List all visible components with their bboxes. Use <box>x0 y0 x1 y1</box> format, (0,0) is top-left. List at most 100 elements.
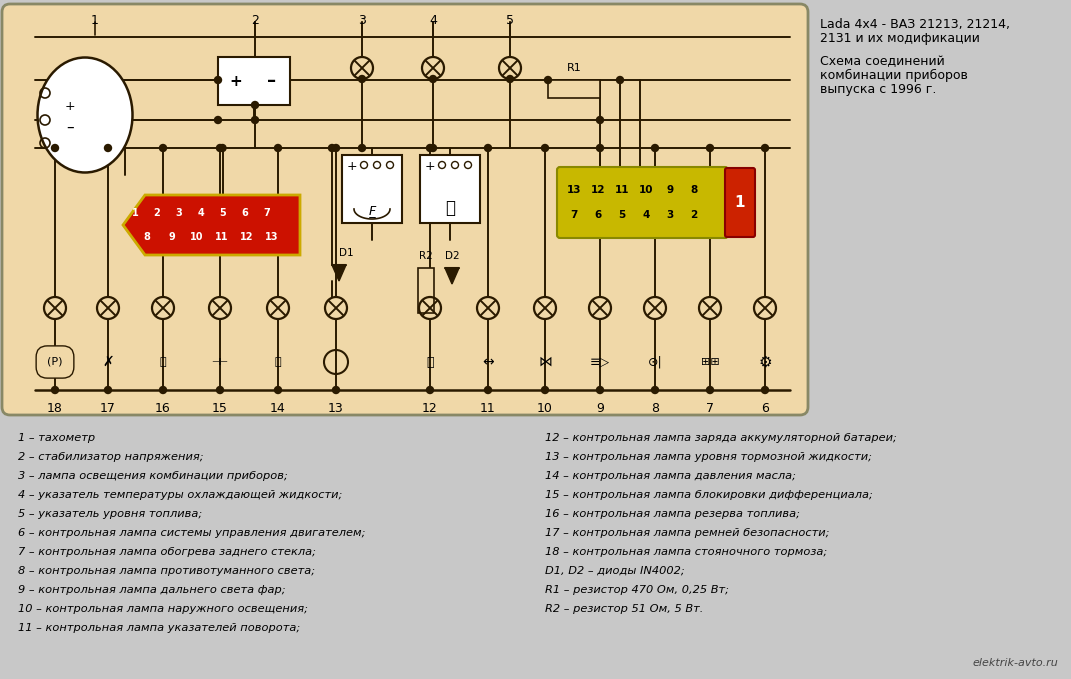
Text: 12: 12 <box>591 185 605 195</box>
Text: +: + <box>229 73 242 88</box>
Text: 17: 17 <box>100 402 116 415</box>
Text: 8: 8 <box>691 185 697 195</box>
Text: 7: 7 <box>706 402 714 415</box>
Circle shape <box>160 145 166 151</box>
Bar <box>418 268 434 313</box>
Circle shape <box>214 117 222 124</box>
Circle shape <box>707 386 713 394</box>
Text: 13 – контрольная лампа уровня тормозной жидкости;: 13 – контрольная лампа уровня тормозной … <box>545 452 872 462</box>
Circle shape <box>329 145 335 151</box>
Text: 10 – контрольная лампа наружного освещения;: 10 – контрольная лампа наружного освещен… <box>18 604 308 614</box>
Text: 14: 14 <box>270 402 286 415</box>
Text: 6 – контрольная лампа системы управления двигателем;: 6 – контрольная лампа системы управления… <box>18 528 365 538</box>
Text: R2 – резистор 51 Ом, 5 Вт.: R2 – резистор 51 Ом, 5 Вт. <box>545 604 704 614</box>
Text: 1 – тахометр: 1 – тахометр <box>18 433 95 443</box>
Circle shape <box>426 386 434 394</box>
Text: R2: R2 <box>419 251 433 261</box>
Circle shape <box>542 386 548 394</box>
Text: D1: D1 <box>338 248 353 258</box>
Text: 7: 7 <box>263 208 270 218</box>
Text: 2: 2 <box>153 208 161 218</box>
Text: 1: 1 <box>132 208 138 218</box>
Text: 16: 16 <box>155 402 171 415</box>
Text: 14 – контрольная лампа давления масла;: 14 – контрольная лампа давления масла; <box>545 471 796 481</box>
Text: +: + <box>64 100 75 113</box>
Text: 10: 10 <box>537 402 553 415</box>
Circle shape <box>507 75 513 83</box>
Text: 3: 3 <box>666 210 674 220</box>
Text: 4: 4 <box>643 210 650 220</box>
Text: ⊣⊢: ⊣⊢ <box>211 357 228 367</box>
Circle shape <box>651 386 659 394</box>
Text: –: – <box>268 72 276 90</box>
Circle shape <box>51 145 59 151</box>
Text: 6: 6 <box>594 210 602 220</box>
Text: 15: 15 <box>212 402 228 415</box>
Text: 🔋: 🔋 <box>426 356 434 369</box>
Text: 9: 9 <box>597 402 604 415</box>
Text: +: + <box>347 160 358 174</box>
Text: 4 – указатель температуры охлаждающей жидкости;: 4 – указатель температуры охлаждающей жи… <box>18 490 343 500</box>
Text: 17 – контрольная лампа ремней безопасности;: 17 – контрольная лампа ремней безопаснос… <box>545 528 830 538</box>
Text: 8 – контрольная лампа противотуманного света;: 8 – контрольная лампа противотуманного с… <box>18 566 315 576</box>
Circle shape <box>617 77 623 84</box>
Text: 2: 2 <box>251 14 259 27</box>
Polygon shape <box>444 268 459 284</box>
Text: 5: 5 <box>220 208 226 218</box>
Text: 7: 7 <box>571 210 577 220</box>
Circle shape <box>544 77 552 84</box>
Text: Схема соединений: Схема соединений <box>820 55 945 68</box>
FancyBboxPatch shape <box>725 168 755 237</box>
Polygon shape <box>123 195 300 255</box>
Circle shape <box>426 145 434 151</box>
Circle shape <box>707 145 713 151</box>
Text: R1: R1 <box>567 63 582 73</box>
Circle shape <box>274 386 282 394</box>
Text: комбинации приборов: комбинации приборов <box>820 69 968 82</box>
Text: 5 – указатель уровня топлива;: 5 – указатель уровня топлива; <box>18 509 202 519</box>
FancyBboxPatch shape <box>2 4 808 415</box>
Text: 9: 9 <box>666 185 674 195</box>
Text: 3: 3 <box>176 208 182 218</box>
Circle shape <box>332 145 340 151</box>
Text: 13: 13 <box>266 232 278 242</box>
Circle shape <box>597 117 603 124</box>
Circle shape <box>359 145 365 151</box>
Circle shape <box>597 145 603 151</box>
Text: +: + <box>425 160 435 174</box>
Bar <box>420 155 480 223</box>
Circle shape <box>51 386 59 394</box>
Text: 4: 4 <box>429 14 437 27</box>
Text: 12 – контрольная лампа заряда аккумуляторной батареи;: 12 – контрольная лампа заряда аккумулято… <box>545 433 896 443</box>
Text: 12: 12 <box>240 232 254 242</box>
Text: 11: 11 <box>480 402 496 415</box>
Text: D2: D2 <box>444 251 459 261</box>
Text: 11 – контрольная лампа указателей поворота;: 11 – контрольная лампа указателей поворо… <box>18 623 300 633</box>
Circle shape <box>429 145 437 151</box>
Circle shape <box>252 117 258 124</box>
Circle shape <box>252 101 258 109</box>
Text: 12: 12 <box>422 402 438 415</box>
Bar <box>548 80 600 98</box>
Circle shape <box>484 145 492 151</box>
Circle shape <box>218 145 226 151</box>
Text: 7 – контрольная лампа обогрева заднего стекла;: 7 – контрольная лампа обогрева заднего с… <box>18 547 316 557</box>
Text: 🔧: 🔧 <box>274 357 282 367</box>
Circle shape <box>105 386 111 394</box>
Text: 2 – стабилизатор напряжения;: 2 – стабилизатор напряжения; <box>18 452 203 462</box>
Text: ≡▷: ≡▷ <box>590 356 610 369</box>
Text: 11: 11 <box>215 232 229 242</box>
Text: 5: 5 <box>618 210 625 220</box>
Circle shape <box>429 75 437 83</box>
Text: ⚙: ⚙ <box>758 354 772 369</box>
Circle shape <box>160 386 166 394</box>
Text: 1: 1 <box>91 14 99 27</box>
Text: 4: 4 <box>198 208 205 218</box>
Text: ✗: ✗ <box>102 355 114 369</box>
Circle shape <box>105 145 111 151</box>
Circle shape <box>359 75 365 83</box>
Text: 15 – контрольная лампа блокировки дифференциала;: 15 – контрольная лампа блокировки диффер… <box>545 490 873 500</box>
Text: 18 – контрольная лампа стояночного тормоза;: 18 – контрольная лампа стояночного тормо… <box>545 547 827 557</box>
Circle shape <box>274 145 282 151</box>
Text: 1: 1 <box>735 195 745 210</box>
